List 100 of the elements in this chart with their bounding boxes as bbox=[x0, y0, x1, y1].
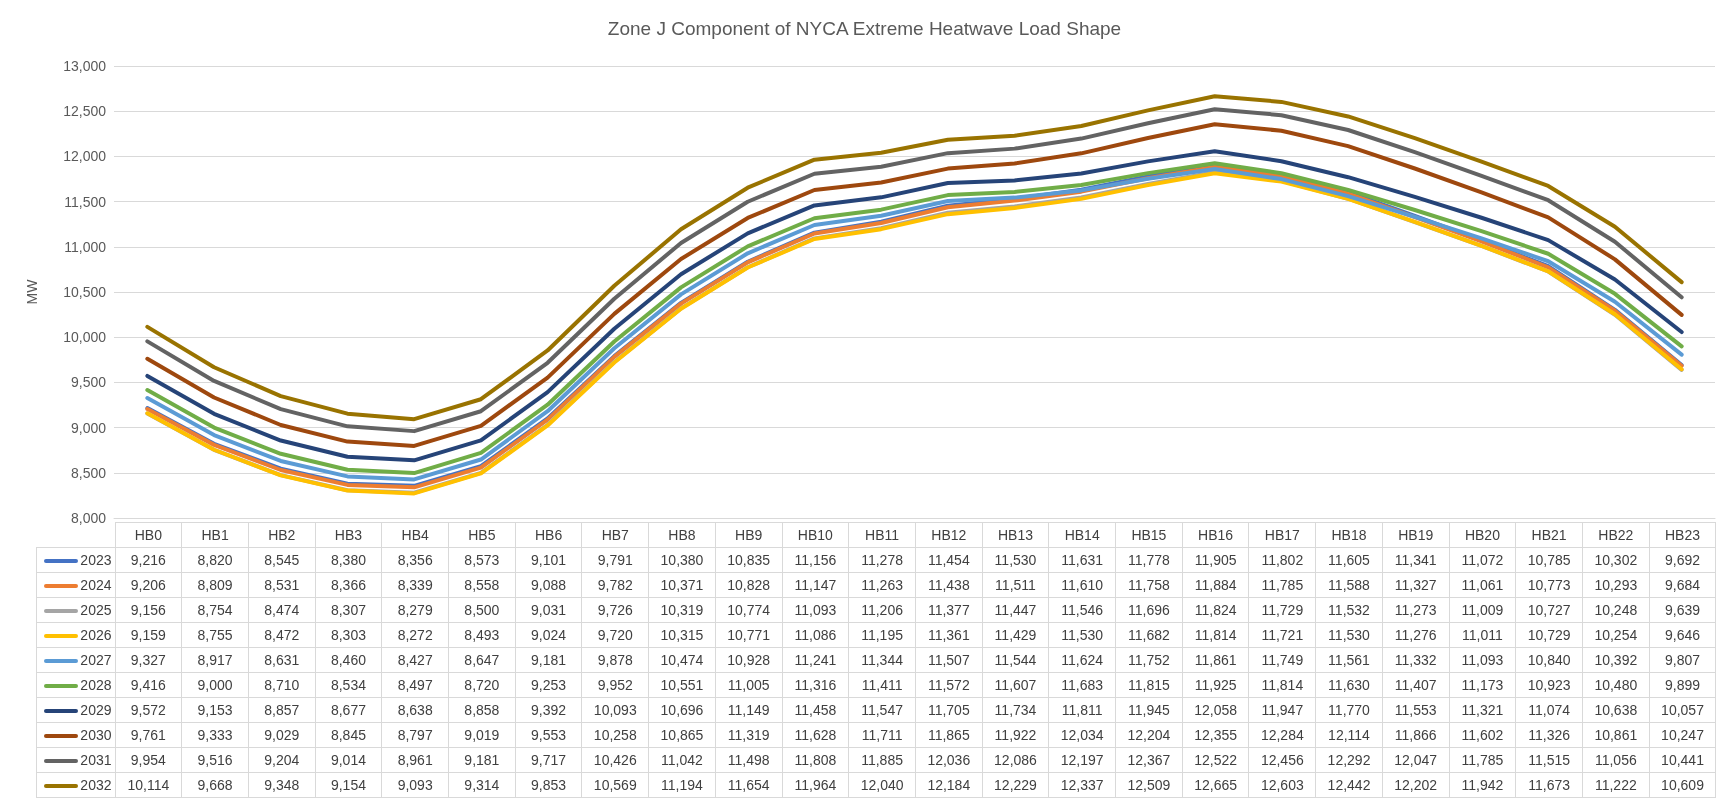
data-label: 9,014 bbox=[315, 747, 382, 773]
data-label: 11,332 bbox=[1382, 647, 1450, 673]
data-label: 8,647 bbox=[448, 647, 516, 673]
data-label: 11,861 bbox=[1182, 647, 1249, 673]
y-tick-label: 12,000 bbox=[63, 148, 107, 165]
data-label: 11,610 bbox=[1048, 572, 1116, 598]
data-label: 11,273 bbox=[1382, 597, 1450, 623]
data-label: 8,755 bbox=[181, 622, 249, 648]
x-tick-label: HB2 bbox=[248, 522, 316, 548]
x-tick-label: HB15 bbox=[1115, 522, 1183, 548]
legend-label: 2024 bbox=[36, 572, 115, 598]
data-label: 12,603 bbox=[1248, 772, 1316, 798]
data-label: 10,254 bbox=[1582, 622, 1650, 648]
chart-title: Zone J Component of NYCA Extreme Heatwave Load Shape bbox=[607, 18, 1122, 39]
data-label: 9,853 bbox=[515, 772, 582, 798]
data-label: 10,835 bbox=[715, 547, 783, 573]
data-label: 11,530 bbox=[1048, 622, 1116, 648]
data-label: 9,646 bbox=[1649, 622, 1716, 648]
data-label: 8,534 bbox=[315, 672, 382, 698]
data-label: 10,093 bbox=[581, 697, 649, 723]
y-tick-label: 10,500 bbox=[63, 284, 107, 300]
data-label: 8,677 bbox=[315, 697, 382, 723]
data-label: 11,530 bbox=[1315, 622, 1383, 648]
data-label: 11,156 bbox=[782, 547, 849, 573]
data-label: 9,216 bbox=[115, 547, 182, 573]
data-label: 10,057 bbox=[1649, 697, 1716, 723]
data-label: 11,447 bbox=[982, 597, 1049, 623]
data-label: 9,153 bbox=[181, 697, 249, 723]
data-label: 9,314 bbox=[448, 772, 516, 798]
data-label: 12,058 bbox=[1182, 697, 1249, 723]
data-label: 11,905 bbox=[1182, 547, 1249, 573]
data-label: 9,206 bbox=[115, 572, 182, 598]
data-label: 11,752 bbox=[1115, 647, 1183, 673]
x-tick-label: HB17 bbox=[1248, 522, 1316, 548]
data-label: 11,056 bbox=[1582, 747, 1650, 773]
data-label: 10,551 bbox=[648, 672, 716, 698]
data-label: 11,327 bbox=[1382, 572, 1450, 598]
data-label: 9,717 bbox=[515, 747, 582, 773]
x-tick-label: HB9 bbox=[715, 522, 783, 548]
data-label: 12,204 bbox=[1115, 722, 1183, 748]
data-label: 11,093 bbox=[1449, 647, 1516, 673]
data-label: 11,588 bbox=[1315, 572, 1383, 598]
x-tick-label: HB14 bbox=[1048, 522, 1116, 548]
x-tick-label: HB5 bbox=[448, 522, 516, 548]
data-label: 9,516 bbox=[181, 747, 249, 773]
data-label: 9,348 bbox=[248, 772, 316, 798]
data-label: 11,814 bbox=[1182, 622, 1249, 648]
data-label: 12,202 bbox=[1382, 772, 1450, 798]
data-label: 8,573 bbox=[448, 547, 516, 573]
x-tick-label: HB22 bbox=[1582, 522, 1650, 548]
data-label: 11,194 bbox=[648, 772, 716, 798]
data-label: 11,602 bbox=[1449, 722, 1516, 748]
data-label: 11,086 bbox=[782, 622, 849, 648]
data-label: 11,802 bbox=[1248, 547, 1316, 573]
data-label: 8,720 bbox=[448, 672, 516, 698]
x-tick-label: HB10 bbox=[782, 522, 849, 548]
data-label: 8,472 bbox=[248, 622, 316, 648]
data-label: 11,628 bbox=[782, 722, 849, 748]
data-label: 10,928 bbox=[715, 647, 783, 673]
data-label: 9,726 bbox=[581, 597, 649, 623]
data-label: 11,507 bbox=[915, 647, 983, 673]
data-label: 8,820 bbox=[181, 547, 249, 573]
legend-label: 2026 bbox=[36, 622, 115, 648]
data-label: 10,774 bbox=[715, 597, 783, 623]
data-label: 11,824 bbox=[1182, 597, 1249, 623]
data-label: 11,696 bbox=[1115, 597, 1183, 623]
data-label: 8,638 bbox=[381, 697, 449, 723]
data-label: 11,785 bbox=[1449, 747, 1516, 773]
data-label: 9,327 bbox=[115, 647, 182, 673]
data-label: 12,509 bbox=[1115, 772, 1183, 798]
data-label: 11,885 bbox=[848, 747, 916, 773]
x-tick-label: HB16 bbox=[1182, 522, 1249, 548]
data-label: 12,456 bbox=[1248, 747, 1316, 773]
data-label: 10,729 bbox=[1515, 622, 1583, 648]
data-label: 8,272 bbox=[381, 622, 449, 648]
data-label: 11,276 bbox=[1382, 622, 1450, 648]
x-tick-label: HB7 bbox=[581, 522, 649, 548]
data-label: 8,497 bbox=[381, 672, 449, 698]
legend-label: 2032 bbox=[36, 772, 115, 798]
data-label: 11,206 bbox=[848, 597, 916, 623]
data-label: 9,416 bbox=[115, 672, 182, 698]
x-tick-label: HB1 bbox=[181, 522, 249, 548]
data-label: 9,204 bbox=[248, 747, 316, 773]
data-label: 9,000 bbox=[181, 672, 249, 698]
data-label: 11,074 bbox=[1515, 697, 1583, 723]
data-label: 10,248 bbox=[1582, 597, 1650, 623]
data-label: 12,292 bbox=[1315, 747, 1383, 773]
data-label: 11,530 bbox=[982, 547, 1049, 573]
data-label: 9,639 bbox=[1649, 597, 1716, 623]
data-label: 11,241 bbox=[782, 647, 849, 673]
data-label: 10,441 bbox=[1649, 747, 1716, 773]
data-label: 11,009 bbox=[1449, 597, 1516, 623]
data-label: 10,696 bbox=[648, 697, 716, 723]
x-tick-label: HB8 bbox=[648, 522, 716, 548]
data-label: 11,061 bbox=[1449, 572, 1516, 598]
data-label: 9,101 bbox=[515, 547, 582, 573]
data-label: 12,034 bbox=[1048, 722, 1116, 748]
data-label: 11,147 bbox=[782, 572, 849, 598]
data-label: 12,367 bbox=[1115, 747, 1183, 773]
data-label: 10,865 bbox=[648, 722, 716, 748]
